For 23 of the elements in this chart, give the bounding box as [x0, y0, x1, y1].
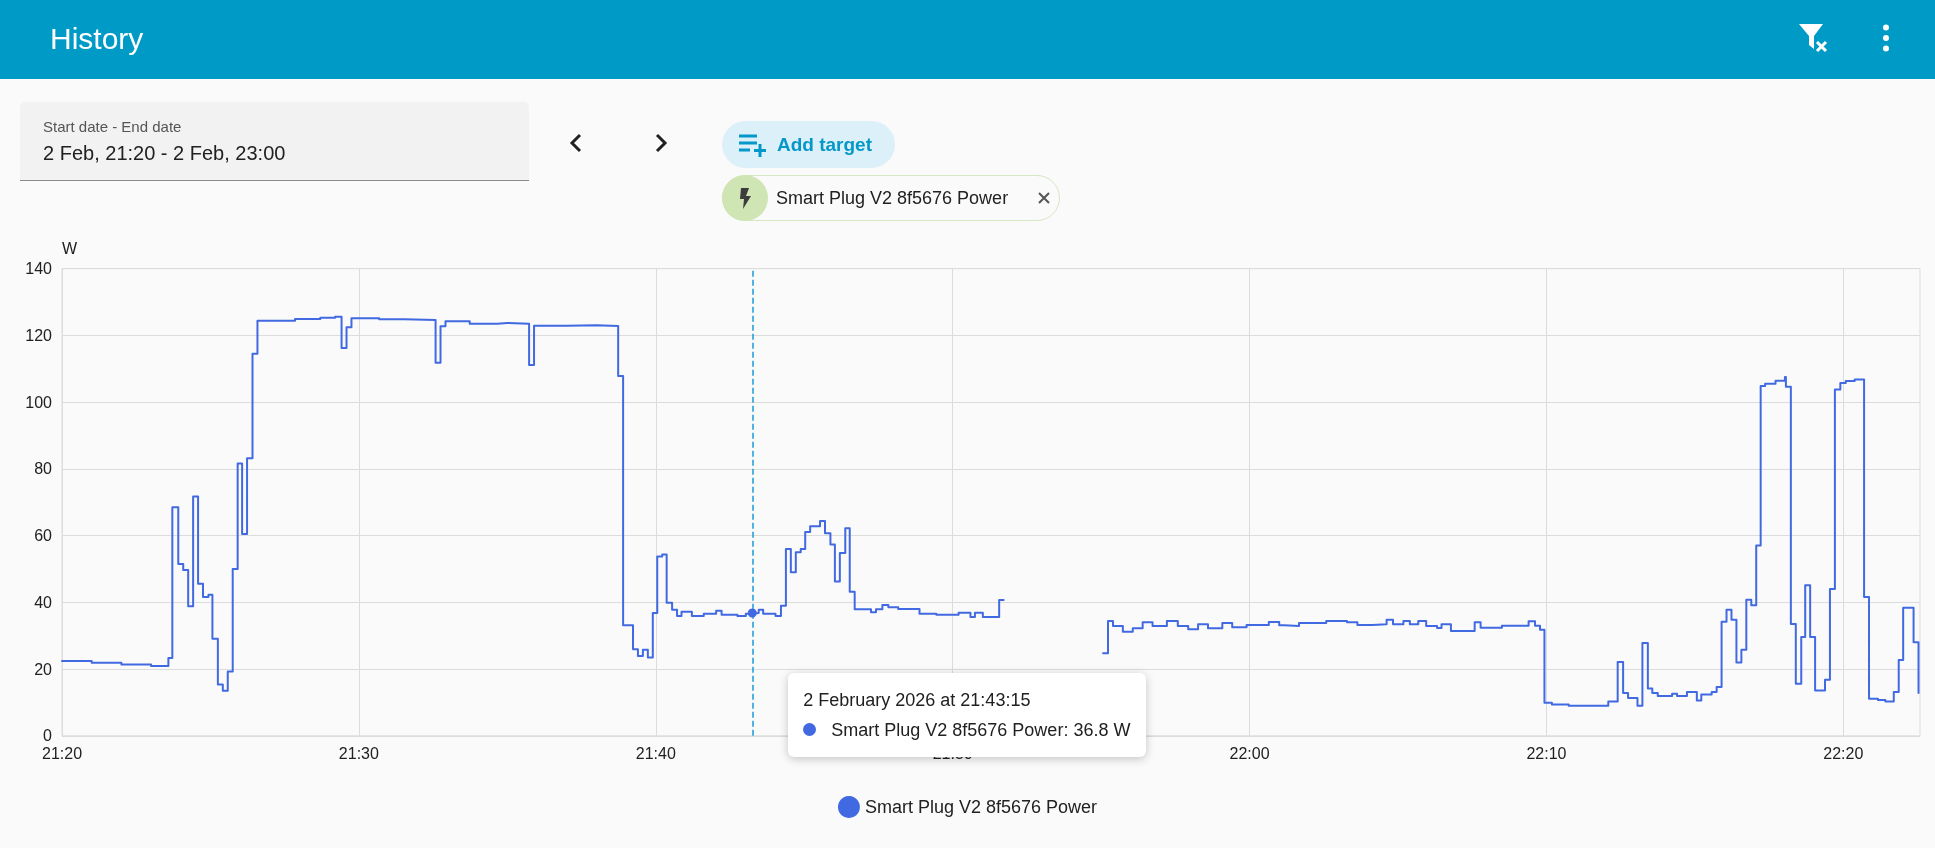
tooltip: 2 February 2026 at 21:43:15 Smart Plug V2 8f5676 Power: 36.8 W	[788, 672, 1147, 757]
y-tick-label: 100	[25, 393, 53, 411]
y-tick-label: 40	[34, 593, 53, 611]
app-bar: History	[0, 0, 1935, 79]
y-tick-label: 60	[34, 527, 53, 545]
x-tick-label: 22:00	[1229, 745, 1270, 763]
x-tick-label: 22:10	[1526, 745, 1567, 763]
x-tick-label: 21:30	[338, 745, 379, 763]
y-tick-label: 0	[43, 727, 53, 745]
y-tick-label: 80	[34, 460, 53, 478]
chip: Smart Plug V2 8f5676 Power	[722, 175, 1060, 221]
x-tick-label: 21:20	[41, 745, 83, 763]
pill-button: Add target	[722, 121, 895, 168]
annotation: 2 February 2026 at 21:43:15 Smart Plug V2 8f5676 Power: 36.8 W	[803, 688, 1131, 742]
x-tick-label: 21:40	[635, 745, 676, 763]
chart-title: History	[50, 21, 144, 57]
y-axis-title: W	[62, 240, 78, 258]
date-range-field: Start date - End date 2 Feb, 21:20 - 2 Feb, 23:00	[20, 102, 529, 181]
y-tick-label: 140	[25, 260, 53, 278]
legend-label: Smart Plug V2 8f5676 Power	[864, 797, 1098, 817]
y-tick-label: 20	[34, 660, 53, 678]
x-tick-label: 22:20	[1823, 745, 1864, 763]
y-tick-label: 120	[25, 326, 53, 344]
